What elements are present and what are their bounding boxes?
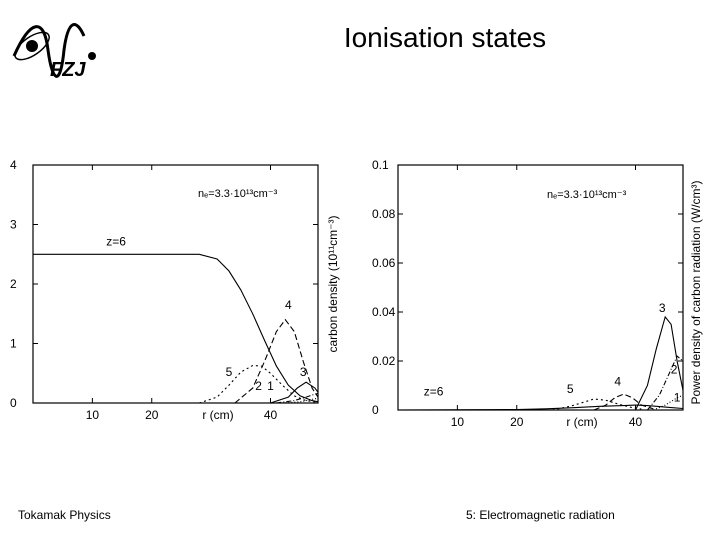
y-tick-label: 0 (372, 403, 379, 417)
series-line-2 (199, 364, 319, 404)
chart-radiation-power: 0 0.02 0.04 0.06 0.08 0.1 10 20 40 r (cm) Power de… (372, 158, 703, 429)
curve-label: 4 (285, 298, 292, 312)
curve-label: 5 (226, 365, 233, 379)
y-tick-label: 4 (10, 158, 17, 172)
y-tick-label: 0.02 (372, 354, 396, 368)
y-tick-label: 2 (10, 277, 17, 291)
x-tick-label: 10 (451, 415, 465, 429)
logo-orbit (14, 31, 50, 61)
x-tick-label: 40 (264, 408, 278, 422)
curve-label: 3 (300, 365, 307, 379)
footer-chapter: 5: Electromagnetic radiation (466, 508, 615, 522)
y-tick-label: 0.08 (372, 207, 396, 221)
logo-dot (88, 52, 96, 60)
institute-logo: FZJ (12, 23, 96, 81)
y-axis-label: Power density of carbon radiation (W/cm³… (689, 180, 703, 404)
curve-label: z=6 (424, 384, 444, 398)
curve-label: 4 (614, 375, 621, 389)
plot-frame (397, 164, 684, 411)
curve-label: z=6 (106, 234, 126, 248)
series-line-3 (270, 381, 319, 404)
x-axis-label: r (cm) (202, 408, 233, 422)
x-tick-label: 10 (86, 408, 100, 422)
y-tick-label: 0 (10, 396, 17, 410)
curve-label: 3 (659, 301, 666, 315)
curve-label: 1 (267, 379, 274, 393)
logo-wave (12, 23, 86, 78)
series-line-0 (33, 253, 319, 403)
y-axis-label: carbon density (10¹¹cm⁻³) (326, 215, 340, 352)
series-line-4 (646, 355, 684, 411)
curve-label: 1 (674, 390, 681, 404)
series-line-1 (552, 398, 642, 411)
logo-nucleus (26, 40, 38, 52)
slide-title: Ionisation states (343, 22, 547, 53)
curve-label: 2 (671, 362, 678, 376)
x-tick-label: 20 (510, 415, 524, 429)
x-axis-label: r (cm) (566, 415, 597, 429)
plot-frame (32, 164, 319, 404)
series-line-4 (276, 392, 319, 404)
x-tick-label: 40 (629, 415, 643, 429)
curve-label: 2 (255, 379, 262, 393)
y-tick-label: 3 (10, 218, 17, 232)
footer-course: Tokamak Physics (18, 508, 111, 522)
series-line-2 (593, 393, 654, 411)
curve-label: 5 (567, 382, 574, 396)
y-tick-label: 0.06 (372, 256, 396, 270)
series-line-0 (397, 404, 684, 411)
series-line-5 (653, 394, 684, 411)
logo-text: FZJ (50, 59, 86, 81)
x-tick-label: 20 (145, 408, 159, 422)
series-line-3 (635, 315, 684, 411)
y-tick-label: 0.1 (372, 158, 389, 172)
y-tick-label: 1 (10, 337, 17, 351)
series-line-1 (234, 318, 319, 404)
y-tick-label: 0.04 (372, 305, 396, 319)
density-annotation: nₑ=3.3·10¹³cm⁻³ (547, 189, 627, 201)
density-annotation: nₑ=3.3·10¹³cm⁻³ (198, 188, 278, 200)
